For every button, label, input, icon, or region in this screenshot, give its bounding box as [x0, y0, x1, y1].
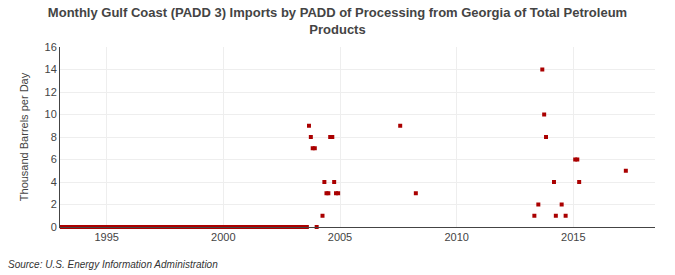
svg-text:2005: 2005: [328, 231, 352, 243]
svg-text:Monthly Gulf Coast (PADD 3) Im: Monthly Gulf Coast (PADD 3) Imports by P…: [48, 5, 627, 37]
svg-text:Source: U.S. Energy Informatio: Source: U.S. Energy Information Administ…: [8, 259, 218, 270]
svg-text:0: 0: [51, 221, 57, 233]
svg-text:12: 12: [45, 86, 57, 98]
svg-text:16: 16: [45, 41, 57, 53]
svg-text:1995: 1995: [94, 231, 118, 243]
svg-text:Thousand Barrels per Day: Thousand Barrels per Day: [18, 72, 30, 201]
svg-text:10: 10: [45, 108, 57, 120]
svg-text:14: 14: [45, 63, 57, 75]
svg-text:6: 6: [51, 153, 57, 165]
svg-text:8: 8: [51, 131, 57, 143]
svg-text:2015: 2015: [561, 231, 585, 243]
svg-text:2010: 2010: [444, 231, 468, 243]
svg-text:2000: 2000: [211, 231, 235, 243]
svg-text:4: 4: [51, 176, 57, 188]
svg-text:2: 2: [51, 198, 57, 210]
